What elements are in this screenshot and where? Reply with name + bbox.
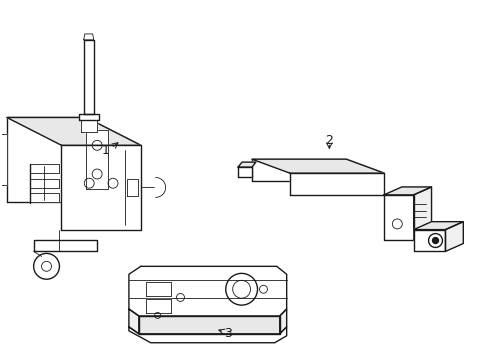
Polygon shape <box>30 165 60 174</box>
Polygon shape <box>0 134 7 185</box>
Polygon shape <box>139 316 279 334</box>
Polygon shape <box>445 222 462 251</box>
Circle shape <box>432 238 438 243</box>
Polygon shape <box>61 145 141 230</box>
Polygon shape <box>129 266 286 316</box>
Polygon shape <box>86 117 141 230</box>
Polygon shape <box>346 159 383 195</box>
Polygon shape <box>413 187 431 239</box>
Polygon shape <box>7 117 86 202</box>
Polygon shape <box>238 167 251 177</box>
Polygon shape <box>251 159 346 181</box>
Polygon shape <box>413 230 445 251</box>
Polygon shape <box>289 173 383 195</box>
Polygon shape <box>383 195 413 239</box>
Polygon shape <box>145 282 170 296</box>
Polygon shape <box>7 117 141 145</box>
Polygon shape <box>279 309 286 334</box>
Polygon shape <box>81 120 97 132</box>
Polygon shape <box>30 179 60 188</box>
Polygon shape <box>129 327 286 343</box>
Polygon shape <box>129 309 139 334</box>
Polygon shape <box>79 114 99 120</box>
Polygon shape <box>413 222 462 230</box>
Polygon shape <box>86 130 108 189</box>
Polygon shape <box>83 34 94 40</box>
Polygon shape <box>127 179 138 196</box>
Polygon shape <box>145 299 170 312</box>
Polygon shape <box>251 159 383 173</box>
Polygon shape <box>83 40 94 114</box>
Polygon shape <box>34 239 97 251</box>
Polygon shape <box>238 162 255 167</box>
Text: 1: 1 <box>102 144 110 157</box>
Polygon shape <box>383 187 431 195</box>
Text: 2: 2 <box>325 134 333 147</box>
Text: 3: 3 <box>224 327 232 340</box>
Polygon shape <box>30 193 60 202</box>
